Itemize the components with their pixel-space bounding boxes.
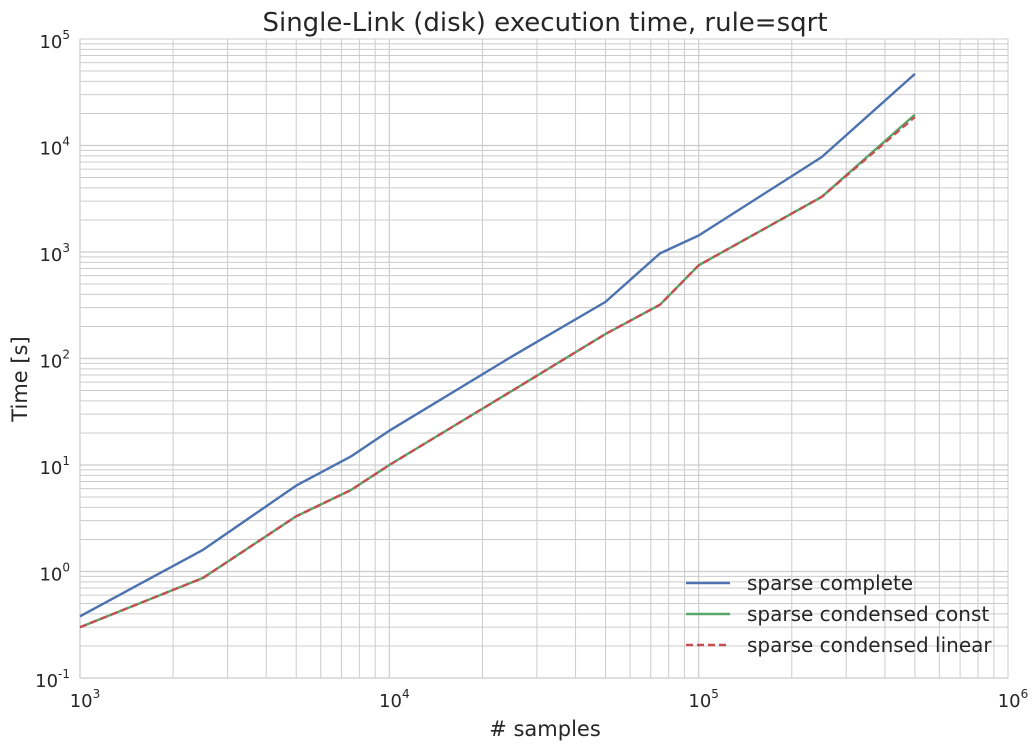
- y-tick-label: 103: [39, 241, 70, 266]
- y-tick-label: 101: [39, 454, 70, 479]
- x-tick-label: 103: [70, 687, 101, 712]
- series-layer: [79, 73, 916, 629]
- x-tick-label: 105: [688, 687, 719, 712]
- legend-label-2: sparse condensed const: [747, 602, 989, 626]
- x-tick-label: 104: [379, 687, 410, 712]
- series-line-1: [79, 73, 916, 618]
- chart-title: Single-Link (disk) execution time, rule=…: [262, 8, 827, 38]
- y-tick-label: 100: [39, 561, 70, 586]
- plot-frame: [79, 38, 1009, 679]
- y-axis-label: Time [s]: [8, 336, 32, 422]
- y-tick-label: 102: [39, 348, 70, 373]
- y-axis-ticks: 10-1 100 101 102 103 104 105: [35, 28, 70, 692]
- x-axis-label: # samples: [489, 717, 601, 741]
- series-line-2: [79, 113, 916, 629]
- legend-label-3: sparse condensed linear: [747, 633, 992, 657]
- y-tick-label: 105: [39, 28, 70, 53]
- grid: [79, 39, 1008, 679]
- y-tick-label: 104: [39, 135, 70, 160]
- series-line-3: [79, 116, 916, 629]
- x-tick-label: 106: [998, 687, 1029, 712]
- y-tick-label: 10-1: [35, 667, 70, 692]
- legend-label-1: sparse complete: [747, 571, 913, 595]
- legend: sparse complete sparse condensed const spa…: [686, 571, 992, 657]
- x-axis-ticks: 103 104 105 106: [70, 687, 1029, 712]
